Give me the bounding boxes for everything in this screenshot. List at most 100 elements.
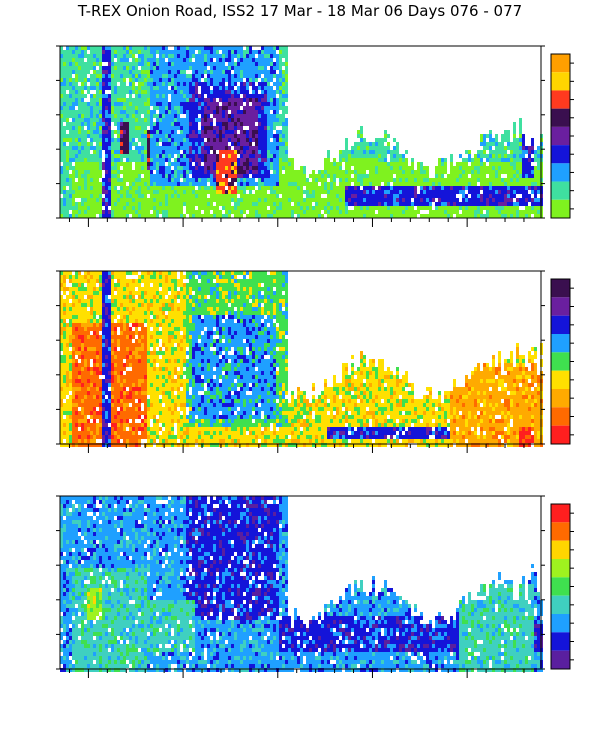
data-cell: [270, 158, 273, 162]
data-cell: [342, 186, 345, 190]
data-cell: [396, 214, 399, 218]
data-cell: [135, 190, 138, 194]
data-cell: [174, 182, 177, 186]
data-cell: [192, 126, 195, 130]
data-cell: [102, 202, 105, 206]
data-cell: [99, 190, 102, 194]
data-cell: [174, 158, 177, 162]
data-cell: [219, 182, 222, 186]
data-cell: [84, 70, 87, 74]
data-cell: [480, 138, 483, 142]
data-cell: [246, 106, 249, 110]
data-cell: [252, 186, 255, 190]
data-cell: [222, 170, 225, 174]
data-cell: [369, 198, 372, 202]
data-cell: [237, 178, 240, 182]
data-cell: [333, 206, 336, 210]
data-cell: [60, 78, 63, 82]
data-cell: [102, 142, 105, 146]
data-cell: [489, 166, 492, 170]
data-cell: [336, 198, 339, 202]
data-cell: [81, 287, 84, 291]
data-cell: [366, 210, 369, 214]
data-cell: [207, 150, 210, 154]
data-cell: [213, 54, 216, 58]
data-cell: [264, 202, 267, 206]
data-cell: [174, 74, 177, 78]
data-cell: [147, 98, 150, 102]
data-cell: [120, 206, 123, 210]
data-cell: [63, 146, 66, 150]
data-cell: [372, 166, 375, 170]
data-cell: [186, 98, 189, 102]
data-cell: [162, 118, 165, 122]
data-cell: [69, 279, 72, 283]
data-cell: [252, 66, 255, 70]
data-cell: [78, 190, 81, 194]
data-cell: [60, 214, 63, 218]
data-cell: [72, 54, 75, 58]
data-cell: [516, 198, 519, 202]
data-cell: [132, 122, 135, 126]
data-cell: [78, 210, 81, 214]
data-cell: [276, 58, 279, 62]
data-cell: [141, 202, 144, 206]
data-cell: [453, 186, 456, 190]
data-cell: [444, 198, 447, 202]
data-cell: [411, 182, 414, 186]
data-cell: [93, 158, 96, 162]
data-cell: [231, 46, 234, 50]
data-cell: [495, 198, 498, 202]
data-cell: [189, 110, 192, 114]
data-cell: [246, 70, 249, 74]
data-cell: [165, 114, 168, 118]
data-cell: [369, 166, 372, 170]
data-cell: [264, 86, 267, 90]
data-cell: [369, 142, 372, 146]
data-cell: [132, 90, 135, 94]
data-cell: [111, 186, 114, 190]
data-cell: [378, 182, 381, 186]
data-cell: [504, 190, 507, 194]
data-cell: [342, 170, 345, 174]
data-cell: [90, 62, 93, 66]
data-cell: [288, 178, 291, 182]
data-cell: [528, 174, 531, 178]
data-cell: [246, 170, 249, 174]
data-cell: [84, 339, 87, 343]
data-cell: [387, 166, 390, 170]
data-cell: [60, 94, 63, 98]
data-cell: [222, 134, 225, 138]
plot-frame: [59, 45, 542, 219]
data-cell: [66, 134, 69, 138]
data-cell: [132, 78, 135, 82]
data-cell: [267, 210, 270, 214]
data-cell: [141, 210, 144, 214]
data-cell: [69, 150, 72, 154]
data-cell: [264, 66, 267, 70]
data-cell: [345, 182, 348, 186]
data-cell: [249, 70, 252, 74]
data-cell: [354, 170, 357, 174]
data-cell: [156, 62, 159, 66]
data-cell: [87, 431, 90, 435]
data-cell: [345, 186, 348, 190]
data-cell: [363, 142, 366, 146]
data-cell: [537, 162, 540, 166]
data-cell: [198, 186, 201, 190]
data-cell: [243, 106, 246, 110]
data-cell: [354, 210, 357, 214]
data-cell: [192, 118, 195, 122]
data-cell: [441, 178, 444, 182]
data-cell: [192, 70, 195, 74]
data-cell: [78, 323, 81, 327]
data-cell: [114, 54, 117, 58]
data-cell: [72, 106, 75, 110]
data-cell: [129, 54, 132, 58]
data-cell: [492, 166, 495, 170]
data-cell: [324, 174, 327, 178]
data-cell: [219, 194, 222, 198]
data-cell: [99, 182, 102, 186]
data-cell: [66, 323, 69, 327]
data-cell: [354, 190, 357, 194]
